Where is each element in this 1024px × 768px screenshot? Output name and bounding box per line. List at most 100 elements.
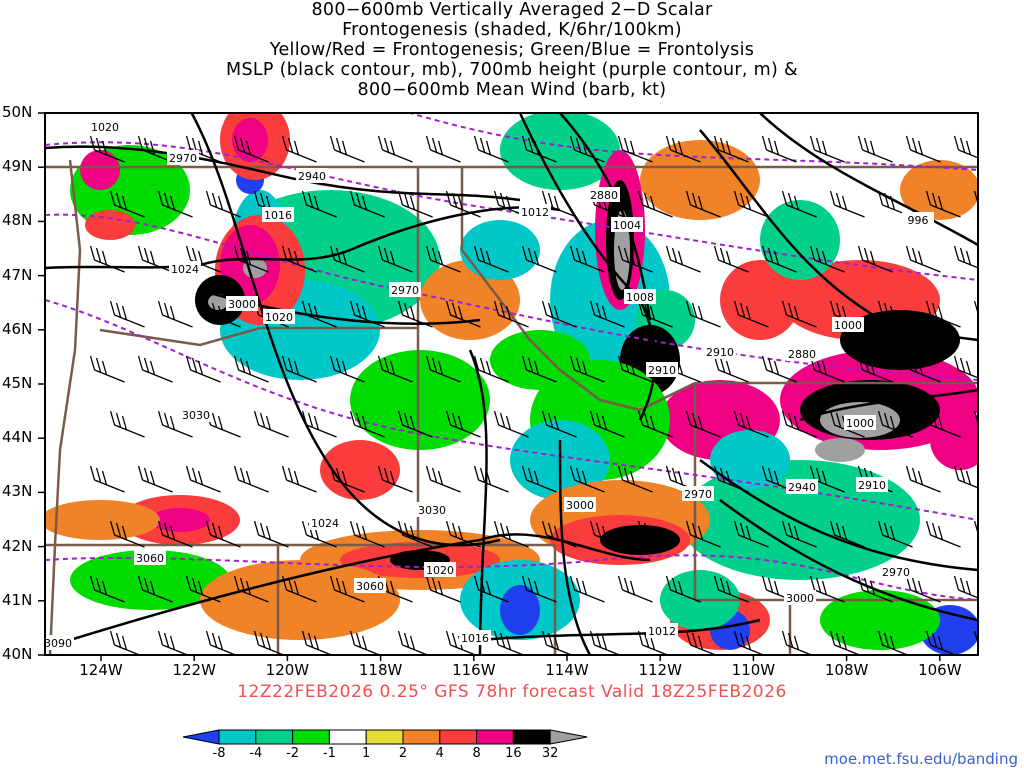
wind-barb [205,190,241,218]
shading-cell [320,440,400,500]
wind-barb [761,355,797,383]
mslp-contour [558,439,592,655]
contour-label: 1020 [91,121,119,134]
shading-cell [232,118,268,162]
wind-barb [617,575,653,603]
mslp-contour [699,458,978,572]
wind-barb [809,465,845,493]
shading-cell [420,260,520,340]
colorbar-label: 16 [505,746,522,761]
colorbar-label: -4 [249,746,263,761]
wind-barb [733,410,769,438]
wind-barb [973,520,978,536]
contour-label: 2880 [788,348,816,361]
wind-barb [521,355,557,383]
wind-barb [329,245,365,273]
latitude-label: 45N [2,374,33,392]
shading-cell [815,438,865,462]
wind-barb [905,355,941,383]
credit-link[interactable]: moe.met.fsu.edu/banding [824,750,1018,768]
wind-barb [425,465,461,493]
wind-barb [473,355,509,383]
wind-barb [185,575,221,603]
mslp-contour [719,498,978,622]
wind-barb [89,575,125,603]
colorbar-swatch [365,729,404,745]
wind-barb [809,245,845,273]
wind-barb [281,135,317,163]
wind-barb [157,630,190,655]
wind-barb [637,190,673,218]
wind-barb [781,410,817,438]
wind-barb [829,630,862,655]
colorbar-swatch [255,729,294,745]
contour-label: 1004 [613,219,641,232]
contour-label: 2880 [590,189,618,202]
wind-barb [89,465,125,493]
wind-barb [137,135,173,163]
wind-barb [617,135,653,163]
shading-cell [840,310,960,370]
contour-label: 3030 [182,409,210,422]
wind-barb [425,355,461,383]
wind-barb [377,355,413,383]
wind-barb [157,520,193,548]
wind-barb [617,465,653,493]
wind-barb [301,520,337,548]
wind-barb [493,410,529,438]
wind-barb [713,465,749,493]
colorbar-label: 32 [541,746,559,761]
wind-barb [781,630,814,655]
colorbar-swatch [218,729,257,745]
longitude-label: 116W [452,661,496,679]
wind-barb [493,630,526,655]
contour-label: 1016 [461,632,489,645]
colorbar-swatch [292,729,330,745]
wind-barb [137,245,173,273]
wind-barb [761,135,797,163]
wind-barb [541,520,577,548]
wind-barb [521,465,557,493]
wind-barb [253,630,286,655]
wind-barb [185,245,221,273]
wind-barb [521,135,557,163]
contour-label: 3000 [566,499,594,512]
contour-label: 2970 [684,488,712,501]
contour-label: 2970 [391,284,419,297]
wind-barb [973,300,978,316]
height-contour [406,113,978,171]
wind-barb [733,300,769,328]
contour-label: 3060 [356,580,384,593]
wind-barb [425,135,461,163]
wind-barb [253,410,289,438]
contour-label: 2910 [706,346,734,359]
wind-barb [185,465,221,493]
wind-barb [301,300,337,328]
wind-barb [473,135,509,163]
wind-barb [569,575,605,603]
wind-barb [761,575,797,603]
contour-label: 2970 [882,566,910,579]
contour-label: 3090 [44,637,72,650]
shading-cell [760,200,840,280]
wind-barb [493,520,529,548]
wind-barb [445,410,481,438]
wind-barb [953,355,978,379]
wind-barb [925,520,961,548]
wind-barb [973,190,978,206]
latitude-label: 46N [2,319,33,338]
wind-barb [445,190,481,218]
wind-barb [953,575,978,599]
longitude-label: 122W [172,661,216,679]
wind-barb [589,630,622,655]
wind-barb [205,630,238,655]
wind-barb [781,190,817,218]
longitude-label: 106W [918,661,962,679]
wind-barb [281,245,317,273]
wind-barb [137,575,173,603]
wind-barb [925,410,961,438]
wind-barb [953,465,978,489]
wind-barb [445,520,481,548]
contour-label: 1012 [521,206,549,219]
wind-barb [829,410,865,438]
